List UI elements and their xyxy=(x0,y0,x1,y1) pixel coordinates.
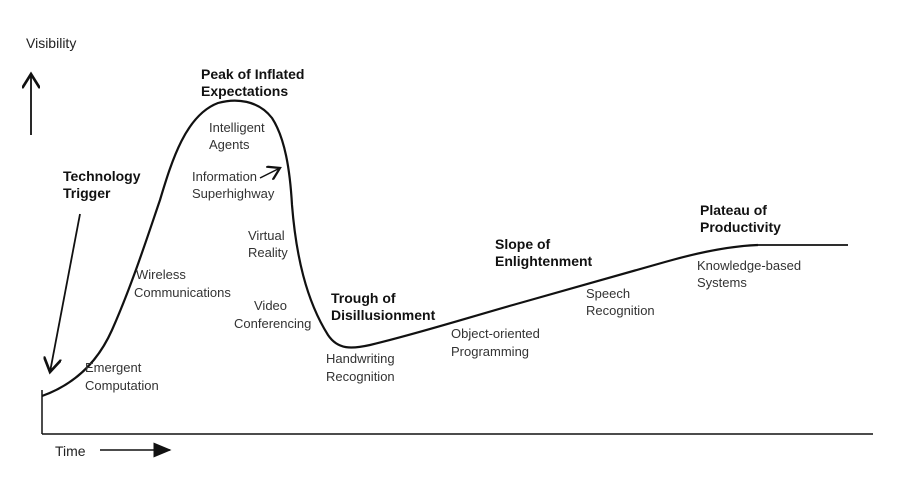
x-axis-label: Time xyxy=(55,443,86,459)
tech-knowledge-based-systems: Knowledge-based Systems xyxy=(697,258,805,290)
info-superhighway-arrow xyxy=(259,168,280,178)
tech-handwriting-recognition: Handwriting Recognition xyxy=(326,351,398,384)
phase-plateau: Plateau of Productivity xyxy=(700,202,781,235)
y-axis-label: Visibility xyxy=(26,35,76,51)
tech-information-superhighway: Information Superhighway xyxy=(192,169,275,201)
phase-technology-trigger: Technology Trigger xyxy=(63,168,144,201)
phase-slope: Slope of Enlightenment xyxy=(495,236,593,269)
tech-emergent-computation: Emergent Computation xyxy=(85,360,159,393)
tech-intelligent-agents: Intelligent Agents xyxy=(209,120,268,152)
trigger-arrow xyxy=(50,213,81,372)
tech-wireless-communications: Wireless Communications xyxy=(134,267,231,300)
phase-peak: Peak of Inflated Expectations xyxy=(201,66,308,99)
tech-object-oriented-programming: Object-oriented Programming xyxy=(451,326,544,359)
tech-virtual-reality: Virtual Reality xyxy=(248,228,288,260)
hype-cycle-curve xyxy=(41,99,759,398)
tech-speech-recognition: Speech Recognition xyxy=(586,286,655,318)
phase-trough: Trough of Disillusionment xyxy=(331,290,436,323)
tech-video-conferencing: Video Conferencing xyxy=(234,298,311,331)
